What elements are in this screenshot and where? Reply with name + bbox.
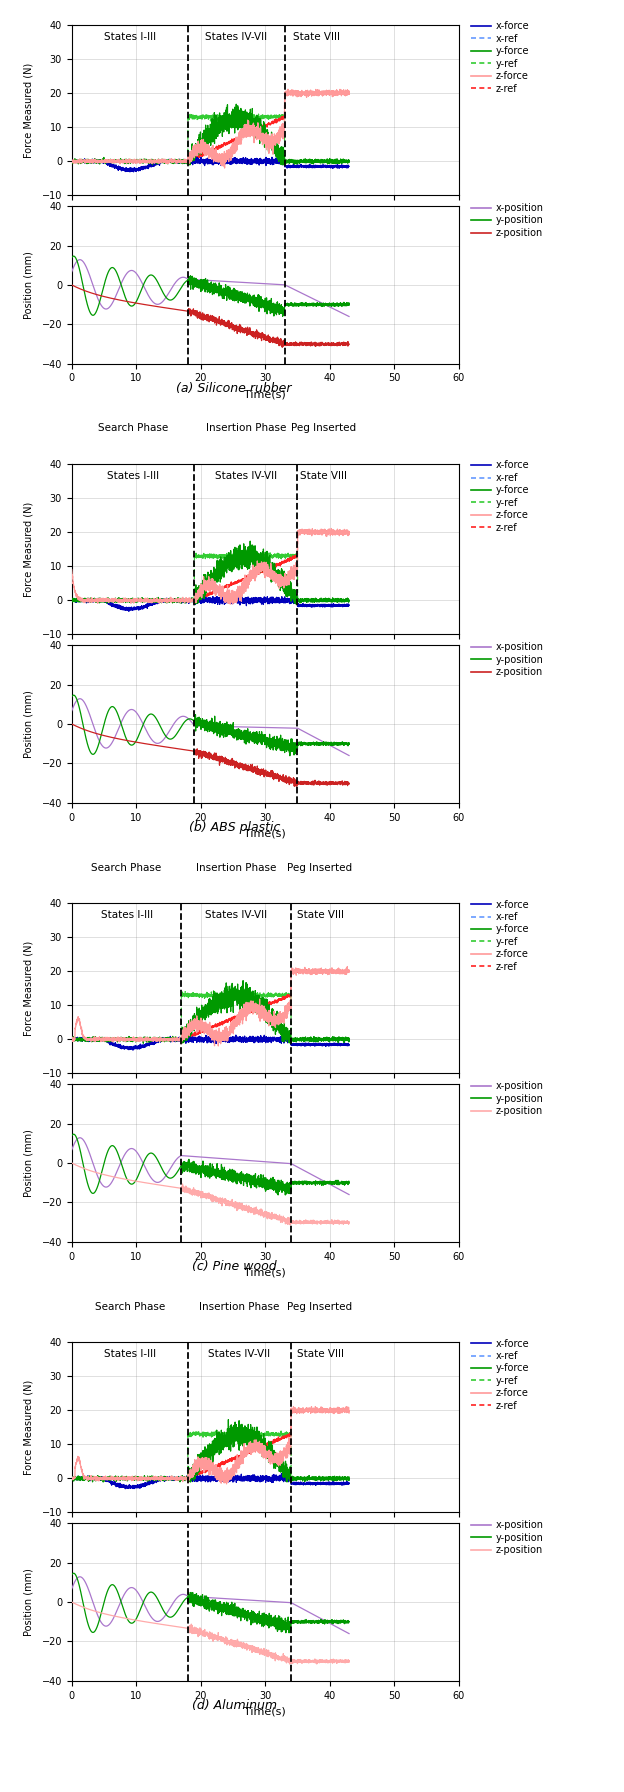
- Text: (d) Aluminum: (d) Aluminum: [192, 1699, 277, 1711]
- Y-axis label: Force Measured (N): Force Measured (N): [23, 63, 33, 158]
- Text: Peg Inserted: Peg Inserted: [288, 1301, 353, 1312]
- Text: Insertion Phase: Insertion Phase: [199, 1301, 280, 1312]
- Text: Insertion Phase: Insertion Phase: [196, 862, 276, 873]
- Text: State VIII: State VIII: [296, 910, 343, 919]
- Text: Insertion Phase: Insertion Phase: [206, 423, 286, 434]
- Text: Search Phase: Search Phase: [98, 423, 168, 434]
- Text: States IV-VII: States IV-VII: [205, 32, 267, 41]
- Text: State VIII: State VIII: [296, 1349, 343, 1358]
- Text: States I-III: States I-III: [104, 32, 156, 41]
- Y-axis label: Position (mm): Position (mm): [23, 251, 33, 319]
- Legend: x-force, x-ref, y-force, y-ref, z-force, z-ref: x-force, x-ref, y-force, y-ref, z-force,…: [471, 461, 529, 532]
- Legend: x-position, y-position, z-position: x-position, y-position, z-position: [471, 642, 544, 677]
- Text: Search Phase: Search Phase: [95, 1301, 165, 1312]
- Text: Peg Inserted: Peg Inserted: [291, 423, 356, 434]
- Y-axis label: Position (mm): Position (mm): [23, 1129, 33, 1197]
- Legend: x-position, y-position, z-position: x-position, y-position, z-position: [471, 202, 544, 238]
- Text: States I-III: States I-III: [107, 471, 159, 480]
- Text: States IV-VII: States IV-VII: [215, 471, 277, 480]
- Text: States IV-VII: States IV-VII: [205, 910, 267, 919]
- Y-axis label: Position (mm): Position (mm): [23, 1568, 33, 1636]
- Y-axis label: Force Measured (N): Force Measured (N): [23, 502, 33, 597]
- Legend: x-force, x-ref, y-force, y-ref, z-force, z-ref: x-force, x-ref, y-force, y-ref, z-force,…: [471, 1339, 529, 1410]
- Legend: x-position, y-position, z-position: x-position, y-position, z-position: [471, 1081, 544, 1116]
- Text: (a) Silicone rubber: (a) Silicone rubber: [177, 382, 292, 394]
- Text: (b) ABS plastic: (b) ABS plastic: [188, 821, 280, 833]
- X-axis label: Time(s): Time(s): [245, 828, 286, 839]
- Legend: x-force, x-ref, y-force, y-ref, z-force, z-ref: x-force, x-ref, y-force, y-ref, z-force,…: [471, 900, 529, 971]
- Text: (c) Pine wood: (c) Pine wood: [192, 1260, 276, 1272]
- Text: States I-III: States I-III: [104, 1349, 156, 1358]
- Text: States IV-VII: States IV-VII: [208, 1349, 270, 1358]
- Y-axis label: Force Measured (N): Force Measured (N): [23, 941, 33, 1036]
- X-axis label: Time(s): Time(s): [245, 1267, 286, 1278]
- Legend: x-position, y-position, z-position: x-position, y-position, z-position: [471, 1520, 544, 1555]
- Y-axis label: Force Measured (N): Force Measured (N): [23, 1380, 33, 1475]
- X-axis label: Time(s): Time(s): [245, 1706, 286, 1717]
- Legend: x-force, x-ref, y-force, y-ref, z-force, z-ref: x-force, x-ref, y-force, y-ref, z-force,…: [471, 22, 529, 93]
- Text: State VIII: State VIII: [293, 32, 340, 41]
- Text: Peg Inserted: Peg Inserted: [288, 862, 353, 873]
- Text: Search Phase: Search Phase: [92, 862, 162, 873]
- Text: States I-III: States I-III: [100, 910, 153, 919]
- X-axis label: Time(s): Time(s): [245, 389, 286, 400]
- Text: State VIII: State VIII: [300, 471, 347, 480]
- Y-axis label: Position (mm): Position (mm): [23, 690, 33, 758]
